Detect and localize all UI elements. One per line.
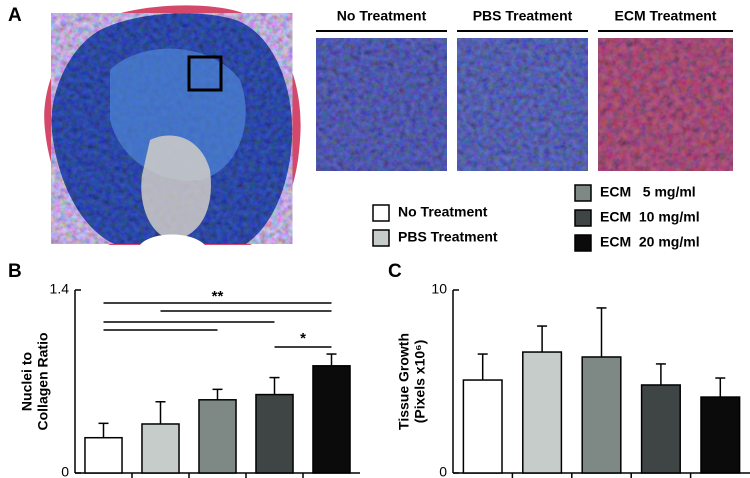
legend-swatch <box>574 234 592 252</box>
image-label: ECM Treatment <box>615 8 717 24</box>
y-tick-label: 1.4 <box>50 281 70 297</box>
y-tick-label: 0 <box>439 464 447 478</box>
bar <box>700 396 741 474</box>
bar <box>462 379 503 474</box>
significance-label: * <box>300 330 306 347</box>
legend-label: PBS Treatment <box>398 229 498 245</box>
legend-label: ECM 10 mg/ml <box>600 209 700 225</box>
legend-swatch <box>372 204 390 222</box>
bar <box>640 384 681 474</box>
histology-images <box>316 30 733 171</box>
specimen-image <box>44 5 301 245</box>
legend-label: ECM 20 mg/ml <box>600 234 700 250</box>
bar <box>312 365 351 474</box>
legend-label: No Treatment <box>398 204 488 220</box>
y-axis-label: Collagen Ratio <box>35 332 51 430</box>
panel-label: C <box>388 261 402 282</box>
y-axis-label: Nuclei to <box>19 352 35 411</box>
image-label: No Treatment <box>337 8 427 24</box>
panel-label: A <box>8 5 22 26</box>
bar <box>255 393 294 474</box>
panel-label: B <box>8 261 22 282</box>
bar <box>84 436 123 474</box>
y-axis-label: (Pixels x10⁶) <box>412 340 428 424</box>
legend-swatch <box>574 209 592 227</box>
legend-swatch <box>574 184 592 202</box>
y-axis-label: Tissue Growth <box>396 333 412 430</box>
bar <box>198 399 237 474</box>
bar <box>581 356 622 474</box>
bar <box>141 423 180 474</box>
legend-swatch <box>372 229 390 247</box>
significance-label: ** <box>212 288 224 305</box>
y-tick-label: 10 <box>431 281 447 297</box>
bar <box>522 351 563 474</box>
image-label: PBS Treatment <box>473 8 573 24</box>
y-tick-label: 0 <box>61 464 69 478</box>
legend-label: ECM 5 mg/ml <box>600 184 696 200</box>
